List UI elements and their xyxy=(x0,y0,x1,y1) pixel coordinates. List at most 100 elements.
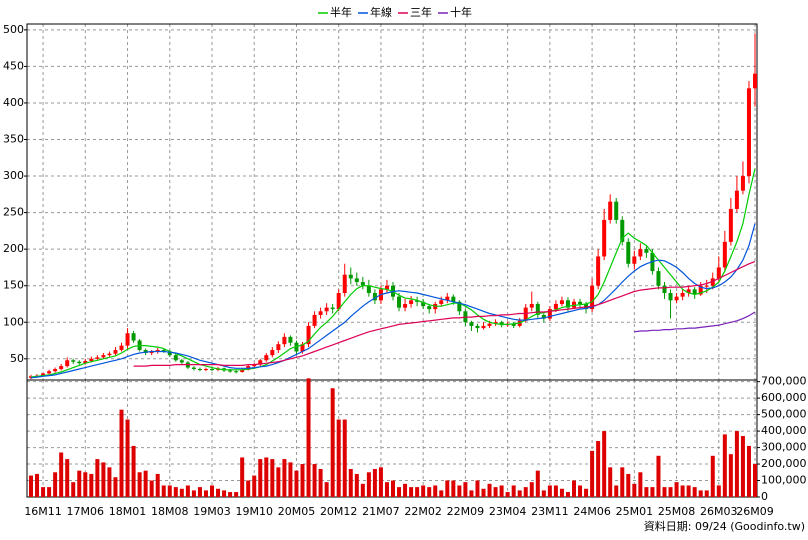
volume-bar xyxy=(734,431,739,497)
candle-body xyxy=(191,367,196,370)
candle-body xyxy=(722,241,727,268)
volume-bar xyxy=(680,485,685,497)
volume-bar xyxy=(282,459,287,497)
volume-bar xyxy=(674,482,679,497)
volume-bar xyxy=(445,480,450,497)
volume-bar xyxy=(553,485,558,497)
volume-bar xyxy=(427,487,432,497)
x-tick-label: 23M11 xyxy=(531,505,569,518)
candle-body xyxy=(734,190,739,209)
candle-body xyxy=(746,88,751,177)
candle-body xyxy=(306,325,311,345)
candle-body xyxy=(384,285,389,290)
y-tick-label: 300,000 xyxy=(761,441,807,454)
y-tick-label: 100,000 xyxy=(761,474,807,487)
candle-body xyxy=(523,307,528,321)
x-tick-label: 20M12 xyxy=(320,505,358,518)
legend-label: 半年 xyxy=(330,5,352,19)
x-tick-label: 25M08 xyxy=(658,505,696,518)
volume-bar xyxy=(216,488,221,497)
volume-bar xyxy=(270,459,275,497)
volume-bar xyxy=(59,452,64,497)
candle-body xyxy=(487,323,492,326)
candle-body xyxy=(228,370,233,372)
candle-body xyxy=(240,369,245,372)
candle-body xyxy=(125,333,130,346)
volume-bar xyxy=(650,487,655,497)
candle-body xyxy=(644,249,649,253)
candle-body xyxy=(397,296,402,308)
volume-bar xyxy=(179,488,184,497)
volume-bar xyxy=(403,483,408,497)
y-tick-label: 300 xyxy=(3,169,24,182)
candle-body xyxy=(740,176,745,191)
candle-body xyxy=(535,303,540,315)
candle-body xyxy=(716,267,721,279)
y-tick-label: 500 xyxy=(3,23,24,36)
candle-body xyxy=(415,300,420,302)
x-tick-label: 18M08 xyxy=(151,505,189,518)
candle-body xyxy=(445,296,450,301)
volume-bar xyxy=(246,480,251,497)
volume-bar xyxy=(421,485,426,497)
x-tick-label: 23M04 xyxy=(489,505,527,518)
candle-body xyxy=(360,282,365,286)
candle-body xyxy=(167,351,172,356)
volume-bar xyxy=(565,492,570,497)
candle-body xyxy=(674,296,679,301)
volume-bar xyxy=(306,378,311,497)
volume-bar xyxy=(372,468,377,497)
candle-body xyxy=(372,293,377,301)
y-tick-label: 250 xyxy=(3,206,24,219)
volume-bar xyxy=(638,472,643,497)
volume-bar xyxy=(234,492,239,497)
candle-body xyxy=(210,369,214,371)
volume-bar xyxy=(644,487,649,497)
candle-body xyxy=(318,311,323,315)
volume-bar xyxy=(47,487,52,497)
candle-body xyxy=(692,289,697,295)
volume-bar xyxy=(348,468,353,497)
volume-bar xyxy=(698,490,703,497)
volume-bar xyxy=(614,485,619,497)
y-tick-label: 700,000 xyxy=(761,375,807,388)
candle-body xyxy=(95,357,100,359)
volume-bar xyxy=(547,485,552,497)
candle-body xyxy=(680,293,685,297)
candle-body xyxy=(312,314,317,326)
volume-bar xyxy=(378,467,383,497)
volume-bar xyxy=(481,488,486,497)
volume-bar xyxy=(222,490,227,497)
x-tick-label: 24M06 xyxy=(573,505,611,518)
candle-body xyxy=(427,306,432,310)
volume-bar xyxy=(354,473,359,497)
candle-body xyxy=(264,355,269,361)
volume-bar xyxy=(397,487,402,497)
volume-bar xyxy=(210,485,214,497)
candle-body xyxy=(541,314,546,319)
volume-bar xyxy=(312,464,317,497)
volume-bar xyxy=(71,482,76,497)
candle-body xyxy=(668,293,673,301)
x-tick-label: 22M02 xyxy=(404,505,442,518)
volume-bar xyxy=(360,483,365,497)
volume-bar xyxy=(330,388,335,497)
volume-bar xyxy=(137,472,142,497)
volume-bar xyxy=(686,485,691,497)
candle-body xyxy=(354,278,359,283)
candle-body xyxy=(324,307,329,312)
candle-body xyxy=(300,344,305,352)
candle-body xyxy=(173,355,178,361)
legend-label: 十年 xyxy=(450,5,472,19)
volume-bar xyxy=(35,473,40,497)
volume-bar xyxy=(95,459,100,497)
candle-body xyxy=(656,271,661,286)
candle-body xyxy=(596,256,601,286)
volume-bar xyxy=(590,450,595,497)
candle-body xyxy=(451,296,456,302)
candle-body xyxy=(686,289,691,294)
volume-bar xyxy=(258,459,263,497)
candle-body xyxy=(547,309,552,319)
volume-bar xyxy=(499,485,504,497)
candle-body xyxy=(113,350,118,354)
